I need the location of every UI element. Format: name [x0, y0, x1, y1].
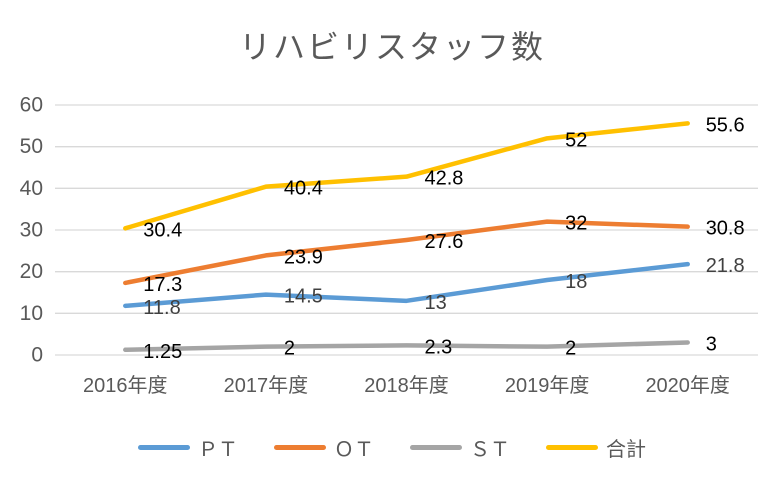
- data-label-total: 55.6: [706, 114, 745, 136]
- data-label-st: 2: [565, 338, 576, 360]
- y-tick-label: 40: [20, 177, 43, 200]
- data-label-st: 2.3: [425, 336, 453, 358]
- y-tick-label: 0: [31, 344, 43, 367]
- x-tick-label: 2019年度: [505, 374, 590, 397]
- legend-label-total: 合計: [606, 439, 646, 461]
- legend-marker-st: [410, 445, 462, 450]
- data-label-ot: 27.6: [425, 231, 464, 253]
- legend-item-st: ＳＴ: [410, 433, 510, 462]
- data-label-st: 1.25: [143, 341, 182, 363]
- x-tick-label: 2017年度: [224, 374, 309, 397]
- chart-title: リハビリスタッフ数: [238, 29, 545, 65]
- data-label-ot: 32: [565, 213, 587, 235]
- data-label-pt: 21.8: [706, 255, 745, 277]
- data-label-st: 3: [706, 334, 717, 356]
- data-label-st: 2: [284, 338, 295, 360]
- y-tick-label: 20: [20, 260, 43, 283]
- data-label-ot: 17.3: [143, 274, 182, 296]
- legend-item-total: 合計: [546, 433, 646, 462]
- legend-item-pt: ＰＴ: [138, 433, 238, 462]
- data-label-pt: 14.5: [284, 286, 323, 308]
- y-tick-label: 50: [20, 135, 43, 158]
- x-tick-label: 2016年度: [83, 374, 168, 397]
- legend-marker-ot: [274, 445, 326, 450]
- legend-marker-total: [546, 445, 598, 450]
- series-line-total: [123, 121, 690, 231]
- x-tick-label: 2018年度: [364, 374, 449, 397]
- data-label-total: 30.4: [143, 219, 182, 241]
- y-tick-label: 30: [20, 219, 43, 242]
- data-label-pt: 13: [425, 292, 447, 314]
- legend-item-ot: ＯＴ: [274, 433, 374, 462]
- y-tick-label: 10: [20, 302, 43, 325]
- series-line-st: [123, 340, 690, 353]
- data-label-total: 42.8: [425, 168, 464, 190]
- data-label-pt: 18: [565, 271, 587, 293]
- data-label-pt: 11.8: [143, 297, 180, 319]
- data-label-ot: 30.8: [706, 218, 745, 240]
- data-label-ot: 23.9: [284, 246, 323, 268]
- series-line-ot: [123, 219, 690, 286]
- y-tick-label: 60: [20, 94, 43, 117]
- data-label-total: 40.4: [284, 178, 323, 200]
- legend-label-st: ＳＴ: [470, 439, 510, 461]
- legend-label-ot: ＯＴ: [334, 439, 374, 461]
- data-label-total: 52: [565, 129, 587, 151]
- legend-label-pt: ＰＴ: [198, 439, 238, 461]
- x-tick-label: 2020年度: [645, 374, 730, 397]
- legend: ＰＴ ＯＴ ＳＴ 合計: [0, 433, 784, 462]
- series-line-pt: [123, 261, 690, 309]
- legend-marker-pt: [138, 445, 190, 450]
